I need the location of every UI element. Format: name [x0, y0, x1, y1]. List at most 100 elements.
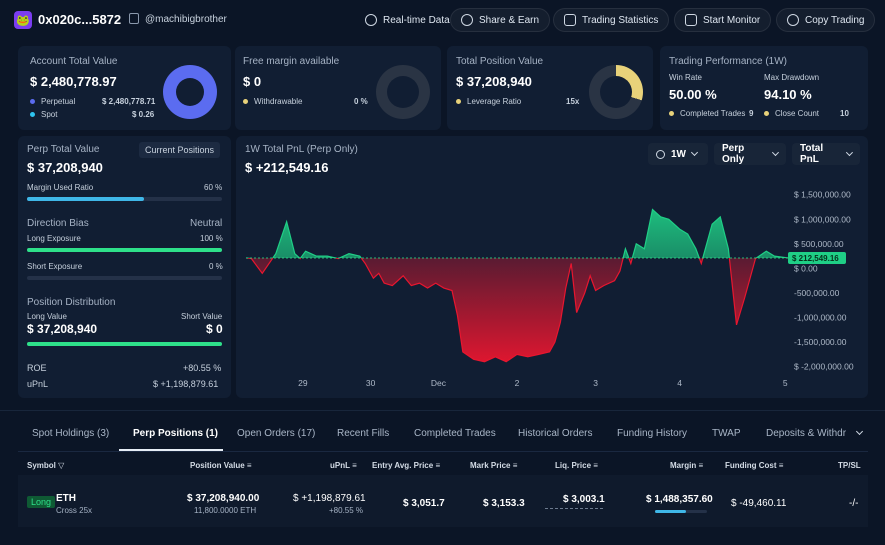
col-liq-price[interactable]: Liq. Price ≡: [555, 461, 598, 470]
performance-title: Trading Performance (1W): [669, 56, 787, 67]
margin-used-bar: [27, 197, 222, 201]
entry-price: $ 3,051.7: [403, 498, 445, 509]
col-position-value[interactable]: Position Value ≡: [190, 461, 252, 470]
total-position-value: $ 37,208,940: [456, 74, 532, 89]
tab-twap[interactable]: TWAP: [712, 428, 741, 439]
y-tick-label: -1,000,000.00: [794, 313, 847, 323]
col-margin[interactable]: Margin ≡: [670, 461, 704, 470]
twitter-handle[interactable]: @machibigbrother: [145, 14, 227, 25]
x-tick-label: 30: [366, 378, 376, 388]
win-rate-label: Win Rate: [669, 73, 702, 82]
free-margin-card: Free margin available $ 0 Withdrawable 0…: [235, 46, 441, 130]
max-drawdown-label: Max Drawdown: [764, 73, 820, 82]
upnl-value: $ +1,198,879.61: [153, 379, 219, 389]
roe-value: +80.55 %: [183, 363, 222, 373]
tab-historical-orders[interactable]: Historical Orders: [518, 428, 593, 439]
copy-icon[interactable]: [129, 13, 139, 24]
symbol[interactable]: ETH: [56, 493, 76, 504]
x-tick-label: 5: [783, 378, 788, 388]
trading-statistics-button[interactable]: Trading Statistics: [553, 8, 670, 32]
realtime-data-icon: [365, 14, 377, 26]
margin-bar-fill: [655, 510, 687, 513]
perp-summary-panel: Perp Total Value Current Positions $ 37,…: [18, 136, 231, 398]
position-distribution-bar-fill: [27, 342, 222, 346]
long-exposure-bar: [27, 248, 222, 252]
roe-label: ROE: [27, 363, 47, 373]
filter-icon: ▽: [58, 461, 65, 470]
position-size: 11,800.0000 ETH: [194, 506, 257, 515]
y-tick-label: $ 1,500,000.00: [794, 190, 851, 200]
pnl-line-positive: [246, 208, 789, 258]
market-filter-dropdown[interactable]: Perp Only: [714, 143, 786, 165]
withdrawable-value: 0 %: [354, 97, 368, 106]
sort-icon: ≡: [593, 461, 598, 470]
col-funding-cost[interactable]: Funding Cost ≡: [725, 461, 784, 470]
x-tick-label: 3: [593, 378, 598, 388]
tpsl: -/-: [849, 498, 859, 509]
tab-spot-holdings[interactable]: Spot Holdings (3): [32, 428, 110, 439]
share-icon: [461, 14, 473, 26]
y-tick-label: -1,500,000.00: [794, 337, 847, 347]
start-monitor-button[interactable]: Start Monitor: [674, 8, 772, 32]
active-tab-indicator: [119, 449, 223, 451]
tab-perp-positions[interactable]: Perp Positions (1): [133, 428, 219, 439]
col-upnl[interactable]: uPnL ≡: [330, 461, 357, 470]
col-mark-price[interactable]: Mark Price ≡: [470, 461, 518, 470]
direction-bias-value: Neutral: [190, 218, 223, 229]
completed-trades-value: 9: [749, 109, 754, 118]
position-value: $ 37,208,940.00: [187, 493, 260, 504]
pnl-value: $ +212,549.16: [245, 160, 329, 175]
long-exposure-label: Long Exposure: [27, 234, 81, 243]
tab-deposits-withdrawals[interactable]: Deposits & Withdra: [766, 428, 846, 439]
leverage-ratio-value: 15x: [566, 97, 580, 106]
pnl-negative-area: [246, 257, 788, 362]
max-drawdown-value: 94.10 %: [764, 87, 812, 102]
frog-avatar-icon: 🐸: [14, 11, 32, 29]
position-distribution-bar: [27, 342, 222, 346]
total-position-title: Total Position Value: [456, 56, 544, 67]
mark-price: $ 3,153.3: [483, 498, 525, 509]
win-rate-value: 50.00 %: [669, 87, 717, 102]
x-tick-label: Dec: [431, 378, 447, 388]
tab-open-orders[interactable]: Open Orders (17): [237, 428, 316, 439]
current-positions-button[interactable]: Current Positions: [139, 142, 221, 158]
total-position-card: Total Position Value $ 37,208,940 Levera…: [447, 46, 653, 130]
margin-donut-chart: [376, 65, 430, 119]
account-total-title: Account Total Value: [30, 56, 118, 67]
free-margin-title: Free margin available: [243, 56, 340, 67]
tab-funding-history[interactable]: Funding History: [617, 428, 688, 439]
col-entry-price[interactable]: Entry Avg. Price ≡: [372, 461, 441, 470]
table-row[interactable]: Long ETH Cross 25x $ 37,208,940.00 11,80…: [18, 475, 868, 527]
account-total-value: $ 2,480,778.97: [30, 74, 117, 89]
tab-recent-fills[interactable]: Recent Fills: [337, 428, 390, 439]
sort-icon: ≡: [512, 461, 518, 470]
copy-trading-icon: [787, 14, 799, 26]
sort-icon: ≡: [698, 461, 704, 470]
share-earn-button[interactable]: Share & Earn: [450, 8, 551, 32]
copy-trading-button[interactable]: Copy Trading: [776, 8, 876, 32]
upnl-label: uPnL: [27, 379, 49, 389]
tab-completed-trades[interactable]: Completed Trades: [414, 428, 496, 439]
upnl: $ +1,198,879.61: [293, 493, 366, 504]
close-count-value: 10: [840, 109, 849, 118]
timeframe-dropdown[interactable]: 1W: [648, 143, 708, 165]
long-exposure-value: 100 %: [200, 234, 223, 243]
short-exposure-bar: [27, 276, 222, 280]
margin-used-value: 60 %: [204, 183, 223, 192]
sort-icon: ≡: [352, 461, 357, 470]
pnl-type-dropdown[interactable]: Total PnL: [792, 143, 860, 165]
y-tick-label: $ 0.00: [794, 263, 818, 273]
realtime-data-button[interactable]: Real-time Data: [355, 8, 460, 32]
tabs-more-chevron-icon[interactable]: [855, 427, 864, 436]
perp-total-value: $ 37,208,940: [27, 160, 103, 175]
free-margin-value: $ 0: [243, 74, 262, 89]
leverage-ratio-label: Leverage Ratio: [456, 97, 521, 106]
current-value-badge: [788, 251, 846, 264]
sort-icon: ≡: [435, 461, 441, 470]
y-tick-label: -500,000.00: [794, 288, 840, 298]
long-badge: Long: [27, 496, 56, 508]
margin-used-bar-fill: [27, 197, 144, 201]
col-symbol[interactable]: Symbol ▽: [27, 461, 65, 470]
sort-icon: ≡: [246, 461, 252, 470]
pnl-line-negative: [245, 257, 789, 363]
